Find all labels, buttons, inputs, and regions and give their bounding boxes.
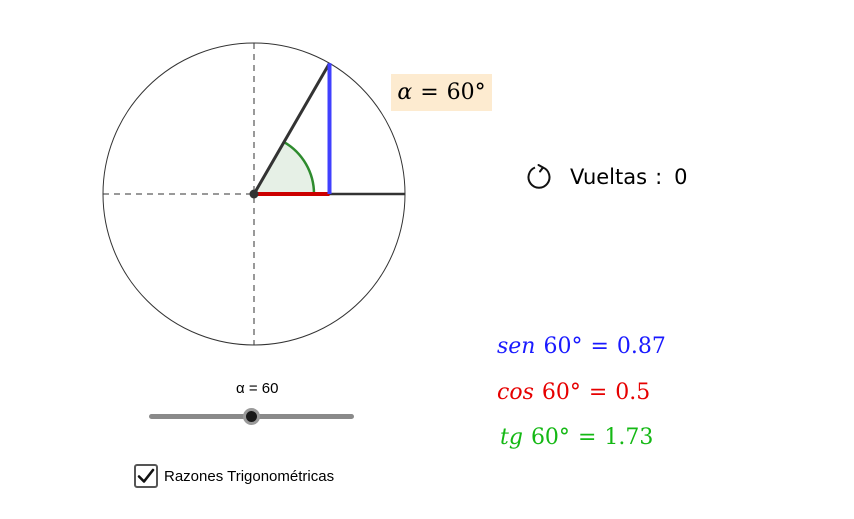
laps-colon: : — [655, 165, 663, 189]
tangent-fn: tg — [500, 425, 523, 450]
laps-counter: Vueltas : 0 — [570, 163, 688, 191]
origin-point — [249, 189, 259, 199]
trig-ratios-checkbox[interactable] — [134, 464, 158, 488]
checkmark-icon — [137, 468, 155, 483]
rotate-ccw-icon[interactable] — [525, 163, 553, 191]
trig-ratios-label: Razones Trigonométricas — [164, 467, 335, 485]
laps-value: 0 — [674, 165, 688, 189]
cosine-equals: = — [588, 380, 608, 405]
angle-slider-handle[interactable] — [242, 408, 260, 425]
tangent-value: 1.73 — [604, 425, 654, 450]
angle-symbol: α — [397, 80, 413, 105]
tangent-readout: tg 60° = 1.73 — [500, 425, 653, 450]
cosine-value: 0.5 — [615, 380, 651, 405]
rotating-radius[interactable] — [252, 62, 331, 195]
laps-label: Vueltas — [570, 165, 648, 189]
cosine-fn: cos — [497, 380, 534, 405]
slider-caption: α = 60 — [236, 380, 279, 397]
cosine-readout: cos 60° = 0.5 — [497, 380, 650, 405]
sine-value: 0.87 — [616, 334, 666, 359]
tangent-arg: 60° — [530, 425, 570, 450]
trig-ratios-toggle[interactable]: Razones Trigonométricas — [134, 462, 334, 490]
angle-equals: = — [420, 80, 439, 105]
angle-label: α = 60° — [391, 74, 492, 111]
sine-equals: = — [590, 334, 609, 359]
sine-readout: sen 60° = 0.87 — [497, 334, 666, 359]
tangent-equals: = — [577, 425, 597, 450]
sine-fn: sen — [497, 334, 536, 359]
sine-arg: 60° — [543, 334, 583, 359]
angle-sector — [251, 140, 316, 196]
angle-value: 60° — [446, 80, 486, 105]
cosine-arg: 60° — [541, 380, 581, 405]
